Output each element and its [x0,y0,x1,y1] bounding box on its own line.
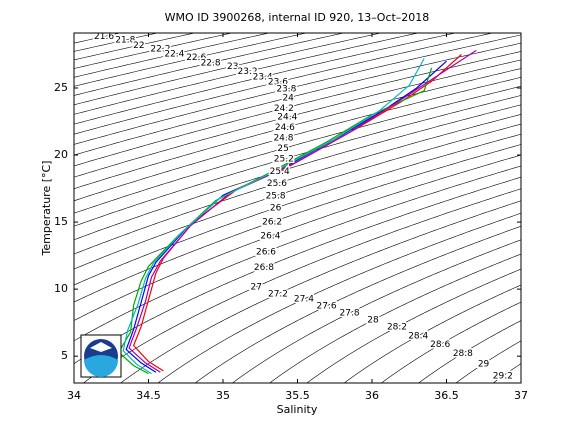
contour-line [74,165,521,342]
contour-label: 22.6 [186,53,206,63]
contour-label: 27.8 [340,309,360,319]
noaa-logo [80,334,122,378]
profile-line [122,58,425,375]
contour-label: 23.8 [276,85,296,95]
contour-line [74,85,521,214]
contour-label: 27.6 [317,302,337,312]
contour-line [232,239,521,383]
contour-line [74,104,521,241]
plot-area [74,33,521,383]
contour-line [74,33,419,115]
contour-label: 25.2 [274,155,294,165]
contour-label: 26 [270,204,282,214]
profile-line [125,60,447,373]
contour-label: 24.6 [275,123,295,133]
x-tick-label: 34.5 [136,389,161,402]
contour-label: 23.2 [238,67,258,77]
contour-line [74,33,493,135]
contour-label: 24.4 [277,113,297,123]
contour-line [74,154,521,321]
contour-line [74,176,521,365]
contour-label: 25 [277,144,288,154]
contour-line [74,77,521,202]
contour-label: 27.4 [294,295,314,305]
contour-line [74,33,381,106]
y-tick-label: 10 [54,282,68,295]
x-tick-label: 35.5 [285,389,310,402]
y-tick-label: 15 [54,215,68,228]
contour-line [74,33,344,96]
contour-label: 29 [478,359,490,369]
contour-label: 25.4 [270,167,290,177]
x-axis-label: Salinity [277,403,318,416]
contour-line [74,144,521,303]
contour-label: 22.8 [201,58,221,68]
contour-label: 22.2 [150,44,170,54]
contour-line [269,253,521,383]
contour-label: 23.4 [253,72,273,82]
contour-label: 26.8 [254,263,274,273]
contour-label: 22.4 [164,50,184,60]
contour-label: 24 [282,93,294,103]
y-axis-label: Temperature [°C] [40,161,53,257]
contour-label: 24.8 [273,134,293,144]
contour-line [74,42,521,156]
contour-label: 25.8 [266,191,286,201]
contour-label: 25.6 [267,179,287,189]
contour-label: 24.2 [274,104,294,114]
contour-line [74,95,521,227]
contour-line [74,68,521,190]
contour-label: 28.2 [387,323,407,333]
contour-line [120,200,521,383]
contour-label: 26.4 [260,232,280,242]
contour-label: 28.8 [453,349,473,359]
contour-line [74,34,521,145]
contour-line [83,188,521,383]
contour-label: 22 [133,41,144,51]
contour-line [418,320,521,383]
contour-line [195,225,521,383]
contour-label: 28 [367,316,379,326]
contour-label: 28.4 [408,331,428,341]
contour-label: 21.8 [115,36,135,46]
contours [74,33,521,383]
contour-line [74,51,521,167]
logo-wave [84,355,118,377]
x-tick-label: 37 [514,389,528,402]
x-tick-label: 36 [365,389,379,402]
contour-line [74,59,521,178]
contour-line [157,212,521,383]
contour-line [74,33,456,125]
contour-label: 23 [227,62,238,72]
y-tick-label: 25 [54,81,68,94]
contour-label: 27.2 [268,289,288,299]
y-tick-label: 20 [54,148,68,161]
contour-line [74,114,521,255]
contour-line [74,123,521,270]
contour-label: 29.2 [493,372,513,382]
x-tick-label: 35 [216,389,230,402]
contour-line [344,284,521,383]
logo-bird [90,342,112,352]
contour-label: 23.6 [268,78,288,88]
contour-label: 21.6 [94,32,114,42]
contour-label: 27 [251,282,262,292]
contour-line [74,133,521,286]
contour-labels: 21.6 21.822 22.222.4 22.622.8 2323.223.423.6… [93,31,515,384]
x-tick-label: 36.5 [434,389,459,402]
contour-line [381,301,521,383]
y-tick-label: 5 [61,349,68,362]
profile-line [128,49,477,373]
chart-title: WMO ID 3900268, internal ID 920, 13–Oct–… [165,11,430,24]
contour-line [306,268,521,383]
contour-label: 28.6 [430,340,450,350]
contour-label: 26.2 [262,218,282,228]
contour-label: 26.6 [256,247,276,257]
x-tick-label: 34 [67,389,81,402]
